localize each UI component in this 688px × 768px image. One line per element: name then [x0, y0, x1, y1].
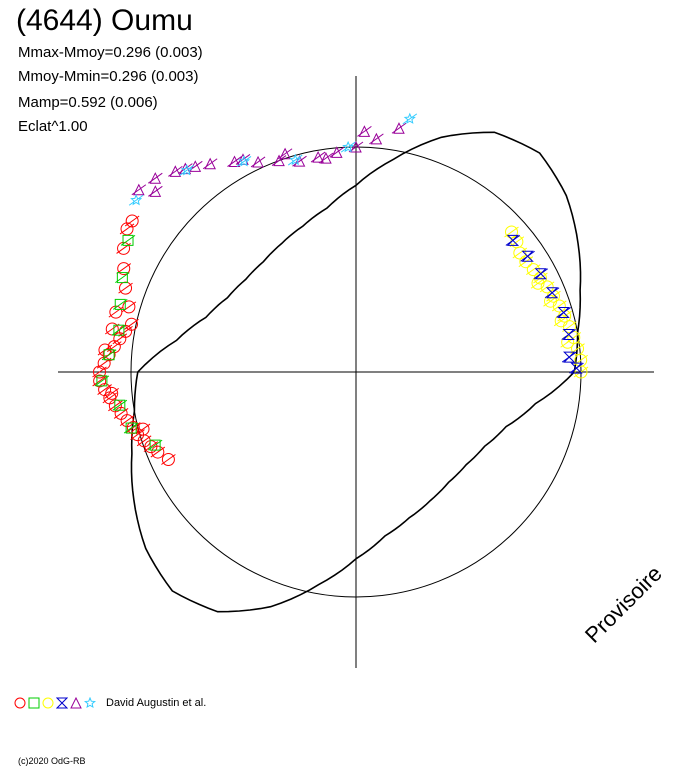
- circle-marker-2-6: [552, 299, 566, 313]
- square-marker-1-8: [149, 439, 161, 451]
- circle-marker-0-18: [122, 300, 136, 314]
- triangle-marker-4-0: [393, 122, 405, 134]
- circle-marker-0-17: [151, 445, 165, 459]
- triangle-marker-4-3: [330, 146, 343, 158]
- triangle-marker-4-6: [273, 154, 285, 167]
- hourglass-marker-3-1: [563, 351, 576, 363]
- circle-marker-icon: [42, 697, 54, 709]
- hourglass-marker-icon: [56, 697, 68, 709]
- circle-marker-0-20: [117, 262, 131, 276]
- circle-marker-0-29: [161, 452, 175, 466]
- star-marker-5-4: [180, 163, 193, 176]
- triangle-marker-4-13: [133, 183, 145, 196]
- error-bar: [148, 185, 163, 197]
- stat-mmoy-mmin: Mmoy-Mmin=0.296 (0.003): [18, 68, 199, 85]
- error-bar: [202, 158, 218, 170]
- triangle-marker-4-19: [358, 125, 371, 137]
- circle-marker-2-14: [505, 225, 519, 239]
- square-marker-1-7: [125, 422, 137, 434]
- stat-mamp: Mamp=0.592 (0.006): [18, 94, 158, 111]
- star-marker-5-2: [289, 153, 302, 166]
- square-marker-1-4: [103, 349, 115, 361]
- error-bar: [271, 155, 287, 166]
- triangle-marker-4-1: [370, 132, 383, 145]
- circle-marker-0-16: [144, 440, 158, 454]
- circle-marker-0-23: [125, 214, 139, 228]
- triangle-marker-4-2: [350, 140, 362, 153]
- hourglass-marker-3-3: [557, 306, 570, 318]
- circle-marker-icon-0: [14, 697, 26, 709]
- hourglass-marker-3-0: [570, 362, 583, 374]
- triangle-marker-4-8: [228, 155, 241, 168]
- hourglass-marker-3-4: [545, 287, 559, 299]
- hourglass-marker-3-6: [521, 250, 534, 262]
- error-bar: [128, 194, 144, 206]
- error-bar: [369, 133, 384, 145]
- star-marker-icon-5: [84, 697, 96, 709]
- square-marker-icon: [28, 697, 40, 709]
- error-bar: [179, 164, 195, 176]
- square-marker-1-5: [96, 375, 108, 387]
- circle-marker-2-17: [544, 294, 558, 308]
- legend-label: David Augustin et al.: [106, 697, 207, 709]
- circle-marker-0-28: [136, 422, 150, 436]
- hourglass-marker-3-5: [534, 268, 547, 280]
- circle-marker-0-6: [93, 365, 106, 379]
- triangle-marker-icon-4: [70, 697, 82, 709]
- error-bar: [357, 125, 372, 137]
- star-marker-5-0: [403, 112, 416, 124]
- stat-eclat: Eclat^1.00: [18, 118, 88, 135]
- circle-marker-2-10: [526, 263, 540, 277]
- hourglass-marker-3-2: [562, 328, 575, 340]
- square-marker-1-1: [116, 272, 128, 284]
- error-bar: [287, 154, 303, 166]
- square-marker-icon-1: [28, 697, 40, 709]
- model-curve: [130, 131, 582, 613]
- error-bar: [250, 156, 266, 168]
- triangle-marker-4-7: [252, 155, 264, 168]
- triangle-marker-icon: [70, 697, 82, 709]
- hourglass-marker-icon-3: [56, 697, 68, 709]
- star-marker-icon: [84, 697, 96, 709]
- star-marker-5-3: [238, 155, 251, 167]
- triangle-marker-4-14: [149, 185, 162, 197]
- triangle-marker-4-9: [204, 157, 216, 170]
- circle-marker-0-21: [117, 241, 131, 255]
- circle-marker-0-24: [109, 305, 123, 319]
- error-bar: [402, 113, 418, 125]
- copyright: (c)2020 OdG-RB: [18, 756, 86, 766]
- star-marker-5-1: [342, 140, 355, 153]
- triangle-marker-4-17: [279, 147, 291, 160]
- circle-marker-icon-2: [42, 697, 54, 709]
- error-bar: [340, 141, 356, 153]
- stat-mmax-mmoy: Mmax-Mmoy=0.296 (0.003): [18, 44, 203, 61]
- circle-marker-icon: [14, 697, 26, 709]
- triangle-marker-4-11: [169, 165, 182, 177]
- error-bar: [391, 122, 407, 134]
- error-bar: [236, 156, 252, 167]
- error-bar: [131, 184, 147, 196]
- chart-title: (4644) Oumu: [16, 4, 193, 37]
- square-marker-1-6: [114, 399, 126, 411]
- circle-marker-0-27: [105, 386, 119, 400]
- square-marker-1-3: [113, 324, 125, 336]
- square-marker-1-0: [122, 234, 134, 246]
- triangle-marker-4-4: [312, 150, 324, 163]
- star-marker-5-5: [130, 193, 143, 206]
- circle-marker-2-15: [561, 335, 575, 349]
- circle-marker-2-8: [540, 280, 554, 294]
- error-bar: [148, 172, 163, 184]
- legend: David Augustin et al.: [14, 697, 206, 709]
- triangle-marker-4-12: [149, 172, 162, 184]
- hourglass-marker-3-7: [506, 234, 520, 246]
- square-marker-1-2: [114, 298, 126, 310]
- circle-marker-2-18: [531, 276, 545, 290]
- triangle-marker-4-18: [320, 151, 332, 164]
